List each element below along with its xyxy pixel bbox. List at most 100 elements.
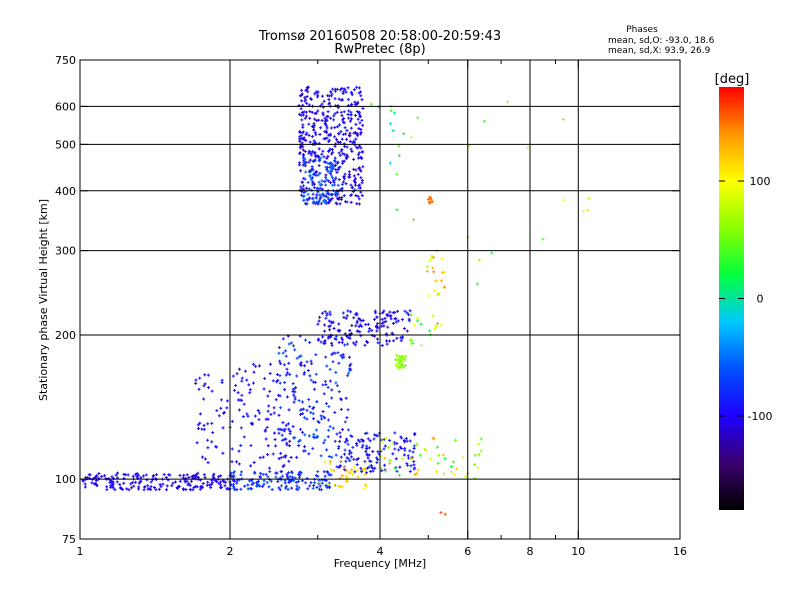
data-point (395, 353, 399, 357)
data-point (301, 400, 305, 404)
data-point (384, 319, 388, 323)
data-point (366, 437, 370, 441)
data-point (284, 349, 288, 353)
data-point (402, 327, 406, 331)
data-point (288, 439, 292, 443)
data-point (276, 427, 280, 431)
data-point (115, 471, 119, 475)
data-point (288, 475, 292, 479)
data-point (343, 420, 347, 424)
data-point (217, 481, 221, 485)
data-point (272, 431, 276, 435)
data-point (383, 316, 387, 320)
data-point (151, 474, 155, 478)
data-point (174, 480, 178, 484)
data-point (325, 178, 329, 182)
data-point (347, 109, 351, 113)
data-point (367, 446, 371, 450)
data-point (330, 174, 334, 178)
data-point (360, 181, 364, 185)
x-tick-label: 4 (377, 545, 384, 558)
data-point (299, 361, 303, 365)
data-point (312, 432, 316, 436)
data-point (298, 139, 302, 143)
data-point (246, 414, 250, 418)
data-point (372, 437, 376, 441)
data-point (314, 155, 318, 159)
data-point (279, 406, 283, 410)
data-point (284, 423, 288, 427)
data-point (300, 136, 304, 140)
data-point (328, 425, 332, 429)
data-point (118, 482, 122, 486)
data-point (187, 476, 191, 480)
data-point (134, 472, 138, 476)
data-point (304, 170, 308, 174)
data-point (435, 445, 439, 449)
data-point (158, 482, 162, 486)
data-point (333, 410, 337, 414)
data-point (297, 444, 301, 448)
data-point (351, 141, 355, 145)
data-point (136, 473, 140, 477)
data-point (220, 485, 224, 489)
data-point (239, 443, 243, 447)
data-point (276, 378, 280, 382)
data-point (334, 191, 338, 195)
data-point (347, 116, 351, 120)
data-point (416, 116, 420, 120)
data-point (328, 328, 332, 332)
data-point (131, 474, 135, 478)
data-point (277, 351, 281, 355)
data-point (318, 480, 322, 484)
data-point (252, 370, 256, 374)
data-point (300, 479, 304, 483)
data-point (311, 412, 315, 416)
data-point (388, 161, 392, 165)
data-point (329, 116, 333, 120)
data-point (290, 470, 294, 474)
data-point (328, 166, 332, 170)
data-point (297, 399, 301, 403)
data-point (323, 379, 327, 383)
data-point (261, 472, 265, 476)
data-point (323, 460, 327, 464)
data-point (210, 481, 214, 485)
data-point (349, 117, 353, 121)
data-point (327, 455, 331, 459)
data-point (293, 436, 297, 440)
data-point (311, 197, 315, 201)
data-point (335, 110, 339, 114)
data-point (361, 150, 365, 154)
data-point (194, 474, 198, 478)
data-point (349, 113, 353, 117)
data-point (282, 363, 286, 367)
data-point (105, 488, 109, 492)
data-point (310, 362, 314, 366)
data-point (335, 432, 339, 436)
data-point (105, 485, 109, 489)
data-point (311, 183, 315, 187)
data-point (333, 160, 337, 164)
data-point (313, 159, 317, 163)
data-point (364, 323, 368, 327)
data-point (356, 117, 360, 121)
data-point (317, 118, 321, 122)
data-point (302, 138, 306, 142)
data-point (355, 469, 359, 473)
data-point (241, 415, 245, 419)
data-point (111, 486, 115, 490)
data-point (365, 431, 369, 435)
data-point (361, 123, 365, 127)
data-point (305, 95, 309, 99)
chart-title: Tromsø 20160508 20:58:00-20:59:43 (258, 29, 501, 44)
data-point (339, 198, 343, 202)
data-point (299, 169, 303, 173)
data-point (375, 329, 379, 333)
data-point (305, 186, 309, 190)
data-point (300, 111, 304, 115)
data-point (309, 176, 313, 180)
data-point (197, 387, 201, 391)
data-point (300, 180, 304, 184)
data-point (418, 453, 422, 457)
